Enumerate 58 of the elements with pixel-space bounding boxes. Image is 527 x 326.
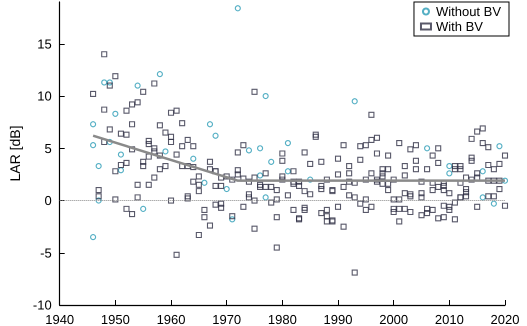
- point: [352, 98, 358, 104]
- legend-label: Without BV: [436, 4, 502, 19]
- y-tick-label: -10: [32, 298, 52, 312]
- point: [106, 79, 113, 86]
- point: [162, 148, 168, 154]
- point: [212, 132, 219, 139]
- x-tick-label: 1990: [324, 312, 352, 326]
- y-tick-label: -5: [40, 245, 52, 260]
- point: [257, 172, 264, 178]
- point: [106, 138, 113, 146]
- y-axis-title: LAR [dB]: [7, 125, 23, 182]
- point: [140, 206, 146, 212]
- x-tick-label: 1970: [212, 312, 242, 326]
- point: [118, 151, 124, 158]
- point: [284, 140, 291, 146]
- point: [262, 92, 269, 100]
- point: [446, 170, 452, 176]
- point: [90, 142, 96, 148]
- point: [201, 180, 208, 186]
- x-tick-label: 2020: [490, 312, 520, 326]
- point: [118, 167, 124, 174]
- point: [190, 156, 196, 162]
- point: [246, 147, 252, 154]
- y-tick-label: 0: [44, 193, 52, 208]
- point: [502, 178, 508, 184]
- point: [284, 168, 291, 174]
- y-tick-label: 5: [44, 140, 52, 156]
- point: [480, 168, 486, 174]
- point: [134, 82, 141, 89]
- point: [307, 176, 314, 183]
- point: [234, 5, 241, 12]
- point: [101, 79, 108, 86]
- point: [96, 197, 102, 204]
- point: [490, 200, 497, 207]
- point: [229, 216, 236, 222]
- point: [262, 194, 269, 200]
- point: [446, 162, 452, 170]
- point: [156, 71, 163, 78]
- x-tick-label: 1950: [100, 312, 130, 326]
- point: [90, 234, 96, 240]
- point: [112, 110, 118, 117]
- x-tick-label: 1940: [45, 312, 74, 326]
- point: [424, 145, 430, 152]
- x-tick-label: 2000: [379, 312, 408, 326]
- legend-label: With BV: [436, 19, 484, 34]
- y-tick-label: 15: [37, 36, 52, 52]
- point: [206, 121, 214, 128]
- point: [496, 143, 502, 150]
- point: [96, 162, 102, 170]
- point: [268, 158, 274, 165]
- point: [480, 194, 486, 200]
- point: [257, 145, 264, 152]
- x-tick-label: 1960: [156, 312, 186, 326]
- x-tick-label: 1980: [268, 312, 297, 326]
- x-tick-label: 2010: [434, 312, 464, 326]
- point: [90, 121, 96, 128]
- y-tick-label: 10: [37, 88, 52, 104]
- point: [224, 186, 230, 192]
